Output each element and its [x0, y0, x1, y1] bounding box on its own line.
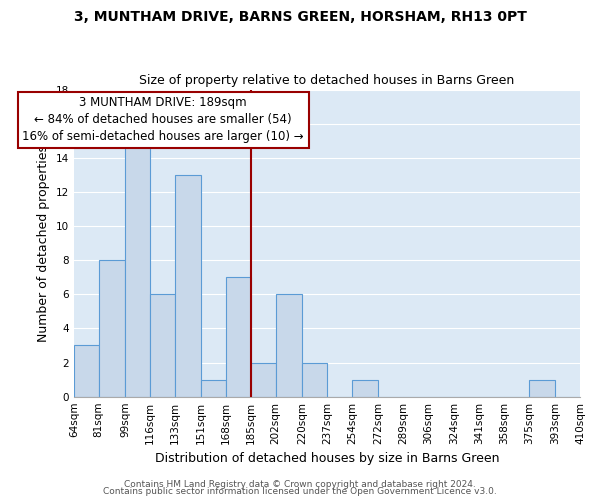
Bar — [302, 362, 327, 396]
Y-axis label: Number of detached properties: Number of detached properties — [37, 144, 50, 342]
Bar — [175, 175, 201, 396]
Bar — [352, 380, 378, 396]
X-axis label: Distribution of detached houses by size in Barns Green: Distribution of detached houses by size … — [155, 452, 499, 465]
Bar — [201, 380, 226, 396]
Bar — [99, 260, 125, 396]
Text: Contains HM Land Registry data © Crown copyright and database right 2024.: Contains HM Land Registry data © Crown c… — [124, 480, 476, 489]
Bar — [529, 380, 555, 396]
Text: 3 MUNTHAM DRIVE: 189sqm
← 84% of detached houses are smaller (54)
16% of semi-de: 3 MUNTHAM DRIVE: 189sqm ← 84% of detache… — [22, 96, 304, 144]
Bar — [226, 277, 251, 396]
Bar — [251, 362, 276, 396]
Bar — [125, 140, 150, 396]
Title: Size of property relative to detached houses in Barns Green: Size of property relative to detached ho… — [139, 74, 515, 87]
Bar — [150, 294, 175, 396]
Bar — [276, 294, 302, 396]
Text: 3, MUNTHAM DRIVE, BARNS GREEN, HORSHAM, RH13 0PT: 3, MUNTHAM DRIVE, BARNS GREEN, HORSHAM, … — [74, 10, 526, 24]
Text: Contains public sector information licensed under the Open Government Licence v3: Contains public sector information licen… — [103, 488, 497, 496]
Bar — [74, 346, 99, 397]
